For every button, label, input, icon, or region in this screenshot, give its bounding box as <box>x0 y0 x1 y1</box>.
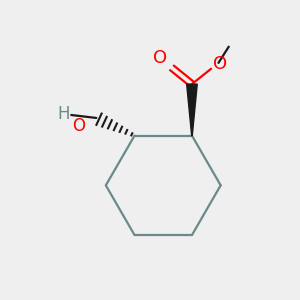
Text: O: O <box>213 55 227 73</box>
Text: O: O <box>152 49 167 67</box>
Text: O: O <box>72 117 85 135</box>
Polygon shape <box>187 84 197 136</box>
Text: H: H <box>57 105 70 123</box>
